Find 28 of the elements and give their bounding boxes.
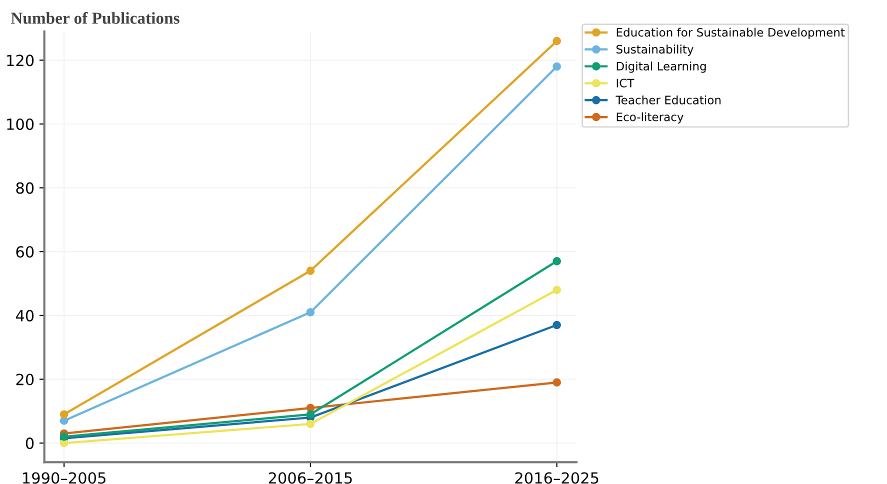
legend-label: Sustainability xyxy=(616,44,694,56)
y-tick-label: 40 xyxy=(16,310,34,322)
chart-title: Number of Publications xyxy=(10,12,180,24)
point xyxy=(552,36,562,46)
y-tick-label: 60 xyxy=(16,246,34,258)
x-tick-label: 2016–2025 xyxy=(515,472,598,484)
legend-label: Education for Sustainable Development xyxy=(616,28,845,39)
point xyxy=(306,420,315,428)
point xyxy=(552,320,562,330)
x-tick-label: 1990–2005 xyxy=(23,472,106,484)
point xyxy=(60,410,68,419)
point xyxy=(306,266,315,275)
y-tick-label: 100 xyxy=(7,118,34,130)
y-tick-label: 20 xyxy=(16,374,34,386)
point xyxy=(552,286,562,294)
legend-label: ICT xyxy=(616,78,634,88)
point xyxy=(306,308,315,316)
point xyxy=(552,257,562,266)
y-tick-label: 0 xyxy=(26,438,34,450)
point xyxy=(552,378,562,387)
y-tick-label: 120 xyxy=(7,54,34,66)
legend-label: Teacher Education xyxy=(616,95,721,104)
legend-label: Digital Learning xyxy=(616,62,706,73)
x-tick-label: 2006–2015 xyxy=(268,472,352,484)
point xyxy=(552,62,562,71)
legend-label: Eco-literacy xyxy=(616,112,684,124)
point xyxy=(306,410,315,419)
y-tick-label: 80 xyxy=(16,182,34,194)
